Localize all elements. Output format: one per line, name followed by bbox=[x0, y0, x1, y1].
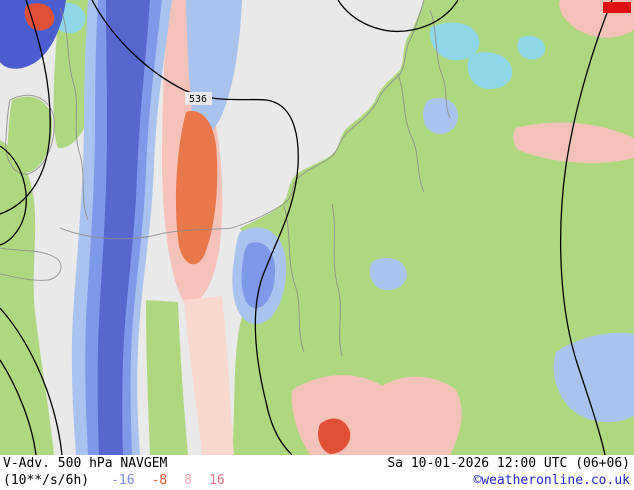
orange-core-england bbox=[175, 111, 218, 265]
river-weser bbox=[397, 73, 425, 193]
datetime-label: Sa 10-01-2026 12:00 UTC (06+06) bbox=[387, 456, 630, 471]
corner-marker bbox=[603, 2, 631, 13]
cyan-patches bbox=[53, 2, 546, 90]
isoline-southwest-2 bbox=[0, 359, 37, 455]
isoline-536 bbox=[91, 0, 299, 455]
pale-pink-regions bbox=[184, 296, 234, 455]
isoline-northwest bbox=[0, 0, 51, 215]
isoline-top-loop bbox=[337, 0, 459, 32]
land-ireland bbox=[7, 96, 53, 173]
map-canvas: 536 bbox=[0, 0, 634, 455]
blue-blob-germany bbox=[369, 257, 407, 291]
chart-title: V-Adv. 500 hPa NAVGEM bbox=[3, 456, 168, 471]
blue-band-main-core bbox=[97, 0, 150, 455]
footer-unit-row: (10**/s/6h) -16 -8 8 16 bbox=[3, 472, 225, 489]
coast-channel-france bbox=[231, 157, 331, 229]
legend-value-neg16: -16 bbox=[111, 473, 135, 488]
river-rhine bbox=[331, 203, 343, 357]
coast-netherlands-germany bbox=[329, 0, 425, 159]
coast-england-south bbox=[59, 227, 233, 240]
coast-britain-west bbox=[59, 7, 89, 221]
pale-pink-strip-south bbox=[184, 296, 234, 455]
blue-dark-regions bbox=[97, 0, 150, 455]
red-regions bbox=[24, 3, 351, 454]
blue-band-bottom-right bbox=[553, 332, 634, 423]
coast-ireland bbox=[5, 94, 55, 175]
land-europe bbox=[232, 0, 634, 455]
border-france-east bbox=[283, 205, 305, 353]
legend-value-8: 8 bbox=[184, 473, 193, 488]
footer-right: Sa 10-01-2026 12:00 UTC (06+06) ©weather… bbox=[387, 455, 630, 489]
cyan-denmark-2 bbox=[467, 52, 513, 90]
isoline-east bbox=[560, 0, 613, 455]
footer-bar: V-Adv. 500 hPa NAVGEM (10**/s/6h) -16 -8 8 1… bbox=[0, 455, 634, 490]
coastlines bbox=[0, 0, 451, 357]
cyan-denmark-1 bbox=[429, 22, 480, 61]
isoline-label-box bbox=[185, 92, 212, 105]
coast-denmark bbox=[429, 9, 451, 119]
chart-unit: (10**/s/6h) bbox=[3, 473, 90, 488]
red-spot-france-south bbox=[318, 418, 351, 454]
red-spot-scotland bbox=[24, 3, 55, 31]
color-legend: -16 -8 8 16 bbox=[111, 472, 225, 489]
coast-brittany bbox=[0, 247, 62, 281]
legend-value-16: 16 bbox=[209, 473, 225, 488]
orange-regions bbox=[175, 111, 218, 265]
green-strip-west bbox=[0, 140, 54, 455]
isoline-label-group: 536 bbox=[185, 92, 212, 105]
isolines bbox=[0, 0, 613, 455]
cyan-baltic bbox=[517, 36, 546, 60]
green-strip-center bbox=[146, 300, 188, 455]
blue-blob-belgium-inner bbox=[241, 242, 276, 309]
pink-right-band bbox=[513, 122, 634, 164]
blue-blob-german-bight bbox=[423, 97, 458, 135]
legend-value-neg8: -8 bbox=[151, 473, 168, 488]
footer-left: V-Adv. 500 hPa NAVGEM (10**/s/6h) -16 -8 8 1… bbox=[3, 455, 225, 489]
copyright-link[interactable]: ©weatheronline.co.uk bbox=[473, 473, 630, 488]
isoline-west-arc bbox=[0, 145, 27, 246]
isoline-southwest-1 bbox=[0, 307, 63, 455]
pink-bottom-center bbox=[291, 375, 462, 455]
isoline-label-text: 536 bbox=[189, 94, 207, 105]
